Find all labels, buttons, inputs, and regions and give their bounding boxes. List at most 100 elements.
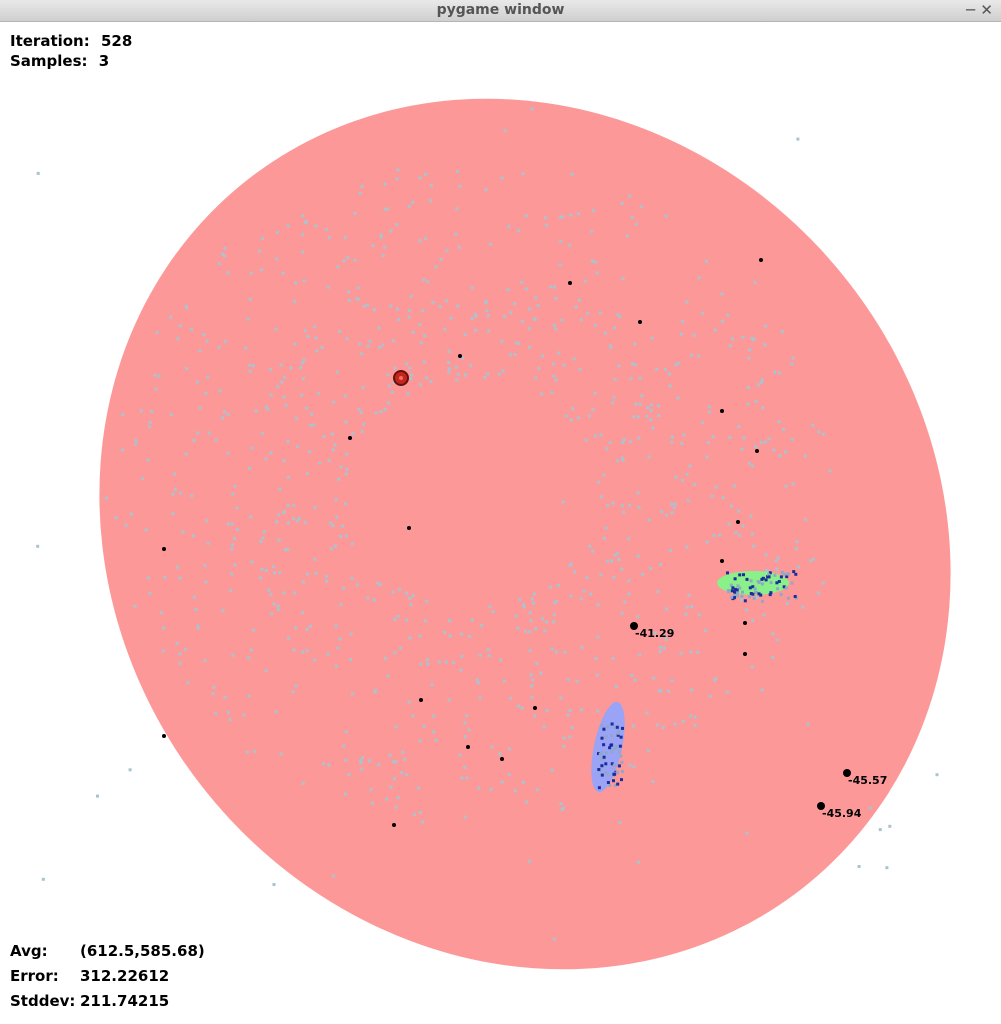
particle <box>259 539 263 543</box>
particle <box>657 689 661 693</box>
particle <box>449 316 453 320</box>
particle <box>780 330 784 334</box>
particle <box>448 618 452 622</box>
particle <box>249 648 253 652</box>
simulation-scene: -41.29 -45.57 -45.94 <box>36 98 951 970</box>
pygame-canvas[interactable]: -41.29 -45.57 -45.94 Iteration: 528 Sample… <box>0 22 1001 1024</box>
particle <box>385 207 389 211</box>
particle <box>104 496 108 500</box>
particle <box>303 329 307 333</box>
particle <box>606 559 609 563</box>
particle <box>638 402 642 406</box>
particle <box>155 331 159 335</box>
particle <box>620 567 624 571</box>
particle <box>384 656 387 660</box>
particle <box>432 730 436 734</box>
particle <box>632 724 636 728</box>
particle <box>750 532 754 536</box>
cluster-particle <box>600 724 604 728</box>
particle <box>353 211 357 215</box>
particle <box>705 455 709 459</box>
particle <box>206 375 210 379</box>
particle <box>662 646 666 650</box>
particle <box>522 603 525 607</box>
particle <box>763 343 767 347</box>
particle <box>359 410 363 414</box>
particle <box>785 602 789 605</box>
particle <box>280 380 284 384</box>
particle <box>146 458 150 462</box>
avg-label: Avg: <box>10 942 48 960</box>
particle <box>465 776 469 780</box>
particle <box>690 353 693 357</box>
particle <box>468 635 472 638</box>
particle <box>457 245 461 249</box>
particle <box>517 341 520 345</box>
particle <box>677 361 681 365</box>
cluster-particle <box>604 751 608 755</box>
particle <box>484 300 488 304</box>
particle <box>685 545 689 549</box>
sample-point <box>843 769 851 777</box>
particle <box>478 653 482 657</box>
particle <box>410 373 413 377</box>
particle <box>264 569 268 572</box>
particle <box>36 544 40 548</box>
particle <box>617 558 621 562</box>
particle <box>476 681 480 685</box>
particle <box>556 583 560 587</box>
close-icon[interactable]: ✕ <box>980 1 993 19</box>
particle <box>148 420 152 424</box>
particle <box>705 259 708 263</box>
cluster-particle <box>613 725 617 729</box>
particle <box>173 472 177 476</box>
cluster-particle <box>779 592 783 596</box>
particle <box>741 335 745 339</box>
particle <box>359 758 362 762</box>
particle <box>596 603 600 607</box>
cluster-particle <box>782 572 786 576</box>
particle <box>629 377 633 381</box>
particle <box>456 372 460 376</box>
particle <box>228 718 232 722</box>
particle <box>153 373 157 377</box>
cluster-particle <box>600 773 604 777</box>
particle <box>333 443 337 447</box>
particle <box>594 260 597 264</box>
particle <box>470 317 474 320</box>
particle <box>146 576 150 580</box>
particle <box>463 721 467 725</box>
particle <box>411 330 415 334</box>
particle <box>553 285 557 289</box>
cluster-particle <box>606 725 610 728</box>
particle <box>277 608 281 612</box>
particle <box>506 288 510 292</box>
particle <box>258 576 262 580</box>
cluster-particle <box>602 727 606 731</box>
particle <box>272 883 276 886</box>
particle <box>693 483 697 486</box>
particle <box>503 679 506 683</box>
particle <box>580 645 584 649</box>
particle <box>596 709 600 713</box>
sample-value-label: -45.94 <box>822 807 862 820</box>
particle <box>383 207 387 211</box>
particle <box>248 297 252 301</box>
particle <box>552 937 556 941</box>
particle <box>344 534 348 538</box>
particle <box>196 431 200 435</box>
particle <box>563 650 567 654</box>
particle <box>545 223 549 227</box>
particle <box>411 714 415 718</box>
cluster-particle <box>749 579 753 583</box>
particle <box>355 297 359 301</box>
cluster-particle <box>600 757 604 761</box>
particle <box>248 369 252 373</box>
particle <box>524 214 528 218</box>
particle <box>194 608 198 611</box>
minimize-icon[interactable]: ─ <box>965 1 975 19</box>
particle <box>269 451 273 455</box>
particle <box>751 619 755 622</box>
particle <box>391 590 395 594</box>
particle <box>421 820 425 824</box>
